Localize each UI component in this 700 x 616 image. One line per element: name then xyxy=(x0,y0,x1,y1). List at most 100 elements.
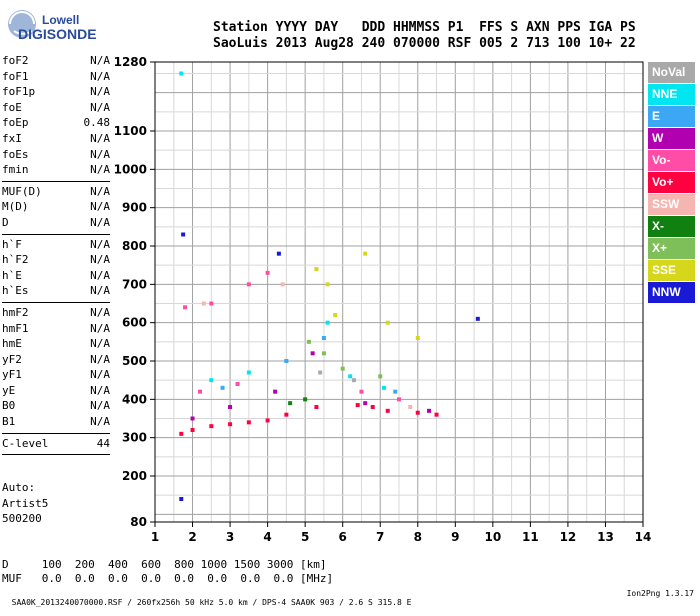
param-row: foF1 N/A xyxy=(2,70,110,86)
param-label: foF2 xyxy=(2,54,29,67)
param-value: N/A xyxy=(90,147,110,161)
y-tick-label: 500 xyxy=(122,354,147,368)
x-tick-label: 2 xyxy=(188,530,196,544)
param-value: N/A xyxy=(90,237,110,251)
data-point-sse xyxy=(333,313,338,317)
lowell-digisonde-logo: Lowell DIGISONDE xyxy=(4,4,114,42)
param-row: foEp 0.48 xyxy=(2,116,110,132)
param-label: B1 xyxy=(2,415,16,429)
data-point-sse xyxy=(325,282,330,287)
y-tick-label: 300 xyxy=(122,431,147,445)
param-value: N/A xyxy=(90,184,110,198)
legend-item-x-: X+ xyxy=(648,238,695,259)
y-tick-label: 600 xyxy=(122,316,147,330)
data-point-vo- xyxy=(359,389,364,394)
data-point-vo- xyxy=(385,408,390,413)
data-point-vo- xyxy=(370,405,375,409)
data-point-e xyxy=(220,385,225,390)
param-value: N/A xyxy=(90,399,110,413)
param-row: C-level 44 xyxy=(2,437,110,453)
param-value: N/A xyxy=(90,253,110,267)
data-point-x- xyxy=(288,401,293,406)
data-point-vo- xyxy=(179,431,184,436)
param-label: C-level xyxy=(2,436,49,450)
param-value: N/A xyxy=(90,69,110,83)
x-tick-label: 1 xyxy=(151,530,159,544)
plot-frame xyxy=(154,61,644,523)
x-tick-label: 7 xyxy=(376,530,384,544)
x-tick-label: 5 xyxy=(301,530,309,544)
x-tick-label: 4 xyxy=(263,530,271,544)
param-value: N/A xyxy=(90,200,110,214)
legend-item-vo-: Vo+ xyxy=(648,172,695,193)
param-label: foEp xyxy=(2,116,29,130)
data-point-vo- xyxy=(284,412,289,417)
param-value: N/A xyxy=(90,215,110,229)
param-label: hmE xyxy=(2,337,22,351)
y-tick-label: 800 xyxy=(122,239,147,253)
param-row: B0 N/A xyxy=(2,399,110,415)
data-point-vo- xyxy=(415,410,420,415)
data-point-nnw xyxy=(181,232,186,237)
data-point-ssw xyxy=(408,405,413,409)
param-row: hmF2 N/A xyxy=(2,306,110,322)
data-point-nne xyxy=(348,374,353,379)
y-tick-label: 1100 xyxy=(114,124,147,138)
data-point-vo- xyxy=(235,382,240,386)
param-row: B1 N/A xyxy=(2,415,110,431)
data-point-w xyxy=(273,389,278,394)
data-point-nne xyxy=(179,71,184,76)
param-value: N/A xyxy=(90,383,110,397)
param-row: h`Es N/A xyxy=(2,284,110,300)
param-label: yF1 xyxy=(2,368,22,382)
auto-artist: Artist5 xyxy=(2,496,49,510)
data-point-nne xyxy=(246,370,251,375)
data-point-noval xyxy=(318,370,323,375)
data-point-vo- xyxy=(190,428,195,432)
data-point-sse xyxy=(385,320,390,325)
param-label: B0 xyxy=(2,399,16,413)
data-point-e xyxy=(393,389,398,394)
param-row: hmF1 N/A xyxy=(2,322,110,338)
globe-logo-icon xyxy=(8,10,36,38)
autoscaling-info: Auto: Artist5 500200 xyxy=(2,480,48,527)
param-value: N/A xyxy=(90,268,110,282)
data-point-w xyxy=(427,408,432,413)
param-value: 44 xyxy=(96,436,110,450)
x-tick-label: 3 xyxy=(226,530,234,544)
data-point-vo- xyxy=(434,412,439,417)
legend-item-vo-: Vo- xyxy=(648,150,695,171)
data-point-vo- xyxy=(198,389,203,394)
legend: NoVal NNE E W Vo- Vo+ SSW X- X+ SSE NNW xyxy=(648,62,695,304)
x-tick-label: 11 xyxy=(522,530,539,544)
param-label: yF2 xyxy=(2,352,22,366)
param-label: h`F2 xyxy=(2,253,29,267)
param-value: N/A xyxy=(90,284,110,298)
divider xyxy=(2,432,110,434)
data-point-vo- xyxy=(246,282,251,287)
x-tick-label: 12 xyxy=(560,530,577,544)
ionogram-chart: 1 2 3 4 5 6 7 8 9 10 11 12 13 14802003004005006007008… xyxy=(114,55,652,544)
y-tick-label: 80 xyxy=(130,515,147,529)
param-row: D N/A xyxy=(2,216,110,232)
param-value: N/A xyxy=(90,321,110,335)
y-tick-label: 700 xyxy=(122,277,147,291)
y-tick-label: 1280 xyxy=(114,55,147,69)
data-point-noval xyxy=(351,378,356,383)
param-row: h`F2 N/A xyxy=(2,253,110,269)
divider xyxy=(2,301,110,303)
chart-axes: 1 2 3 4 5 6 7 8 9 10 11 12 13 14802003004005006007008… xyxy=(114,55,652,544)
param-label: h`F xyxy=(2,237,22,251)
param-row: MUF(D) N/A xyxy=(2,185,110,201)
y-tick-label: 900 xyxy=(122,201,147,215)
divider xyxy=(2,180,110,182)
legend-item-sse: SSE xyxy=(648,260,695,281)
param-row: fxI N/A xyxy=(2,132,110,148)
param-label: hmF1 xyxy=(2,321,29,335)
data-point-vo- xyxy=(228,422,233,427)
legend-item-e: E xyxy=(648,106,695,127)
data-point-w xyxy=(190,416,195,421)
param-row: h`F N/A xyxy=(2,238,110,254)
divider xyxy=(2,233,110,235)
data-point-x- xyxy=(306,339,311,344)
